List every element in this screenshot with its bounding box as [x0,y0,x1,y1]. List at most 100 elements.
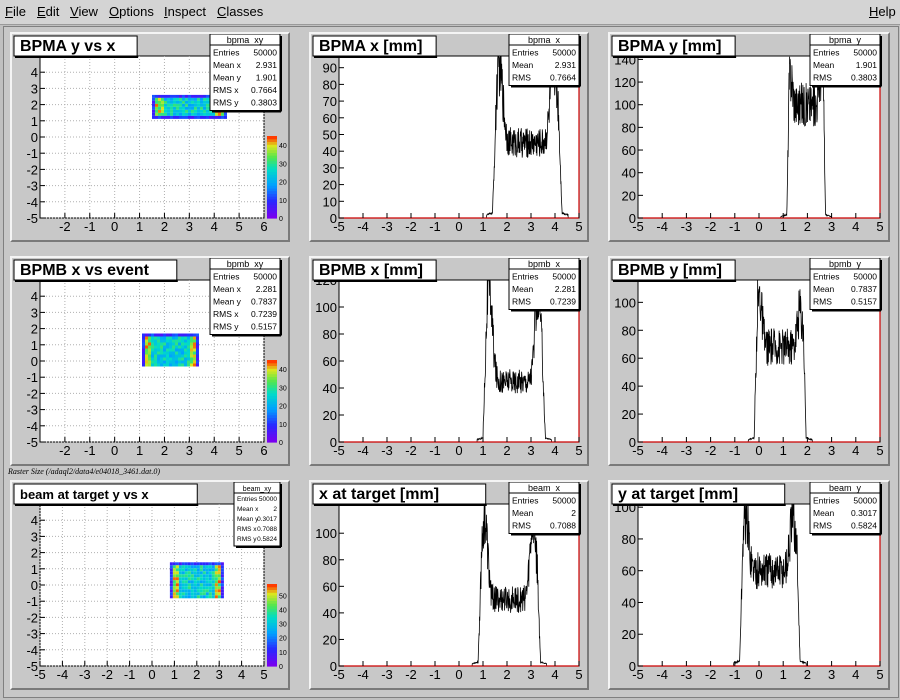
pad-beam-xy[interactable]: 0 10 20 30 40 50 -5 -4 -3 -2 -1 0 1 2 3 4 5 4 3 2 1 0 -1 -2 -3 -4… [10,480,290,690]
chart-title: BPMB y [mm] [618,262,722,279]
plot-bpma-x[interactable]: -5 -4 -3 -2 -1 0 1 2 3 4 50102030405060708090BPMA … [311,34,587,240]
pad-bpmb-x[interactable]: -5-4-3-2-1012345020406080100120BPMB x [m… [309,256,589,466]
heat-cell [181,348,184,352]
heat-cell [187,345,190,349]
heat-cell [196,333,199,337]
stats-key: Mean [512,60,534,70]
stats-key: Mean x [213,60,242,70]
y-tick-label: 60 [622,351,636,366]
heat-cell [193,577,197,581]
colorbar-segment [267,201,277,205]
heat-cell [184,339,187,343]
heat-cell [220,577,224,581]
colorbar-tick-label: 20 [279,404,287,411]
y-tick-label: -4 [26,643,38,658]
colorbar-segment [267,420,277,424]
heat-cell [187,562,191,566]
chart-title: BPMB x [mm] [319,262,423,279]
y-tick-label: 4 [31,513,38,528]
menu-classes[interactable]: Classes [217,4,264,19]
heat-cell [184,577,188,581]
x-tick-label: 5 [575,443,582,458]
heat-cell [169,580,173,584]
stats-title: beam_x [528,483,561,493]
heat-cell [205,568,209,572]
heat-cell [160,348,163,352]
heat-cell [182,109,185,113]
heat-cell [208,574,212,578]
heat-cell [163,336,166,340]
colorbar-segment [267,141,277,145]
pad-beam-y[interactable]: -5 -4 -3 -2 -1 0 1 2 3 4 5 0 20 40 60 80 100 y at target … [608,480,890,690]
heat-cell [181,565,185,569]
heat-cell [158,94,161,98]
heat-cell [154,351,157,355]
menu-inspect[interactable]: Inspect [164,4,206,19]
colorbar-segment [267,414,277,418]
heat-cell [191,112,194,116]
stats-value: 0.7664 [251,85,277,95]
y-tick-label: -1 [26,370,38,385]
x-tick-label: -4 [357,219,369,234]
heat-cell [157,333,160,337]
colorbar-segment [267,641,277,645]
x-tick-label: -3 [381,219,393,234]
heat-cell [203,106,206,110]
heat-cell [164,112,167,116]
heat-cell [158,106,161,110]
stats-key: RMS y [237,536,257,543]
pad-beam-x[interactable]: -5 -4 -3 -2 -1 0 1 2 3 4 5 0 20 40 60 80 100 x at target … [309,480,589,690]
heat-cell [208,589,212,593]
colorbar-segment [267,376,277,380]
x-tick-label: 4 [852,443,859,458]
colorbar-segment [267,398,277,402]
x-tick-label: 3 [828,667,835,682]
heat-cell [175,571,179,575]
pad-bpma-y[interactable]: -5 -4 -3 -2 -1 0 1 2 3 4 5 0 20 40 60 80 100 120 140 BPMA y… [608,32,890,242]
colorbar-segment [267,138,277,142]
x-tick-label: 5 [876,443,883,458]
colorbar-tick-label: 10 [279,650,287,657]
menu-view[interactable]: View [70,4,98,19]
pad-bpmb-xy[interactable]: 0 10 20 30 40 -2 -1 0 1 2 3 4 5 6 4 3 2 1 0 -1 -2 -3 -4 -5 BPMB … [10,256,290,466]
heat-cell [164,106,167,110]
pad-bpma-xy[interactable]: 0 10 20 30 40 -2 -1 0 1 2 3 4 5 6 4 3 2 1 0 -1 -2 -3 -4 -5 BPMA … [10,32,290,242]
stats-value: 0.5824 [257,536,277,543]
y-tick-label: 80 [323,327,337,342]
colorbar-segment [267,171,277,175]
colorbar-segment [267,439,277,443]
colorbar-segment [267,365,277,369]
x-tick-label: -5 [333,219,345,234]
x-tick-label: 2 [804,667,811,682]
plot-beam-x[interactable]: -5 -4 -3 -2 -1 0 1 2 3 4 5 0 20 40 60 80 100 x at target … [311,482,587,688]
menu-help[interactable]: Help [869,4,896,19]
x-tick-label: 4 [211,219,218,234]
heat-cell [196,345,199,349]
heat-cell [181,562,185,566]
menu-options[interactable]: Options [109,4,154,19]
heat-cell [172,345,175,349]
menu-file[interactable]: File [5,4,26,19]
stats-key: RMS [512,297,531,307]
menu-edit[interactable]: Edit [37,4,60,19]
x-tick-label: 3 [216,667,223,682]
heat-cell [196,595,200,599]
heat-cell [211,568,215,572]
heat-cell [196,586,200,590]
stats-value: 0.7239 [550,297,576,307]
y-tick-label: -2 [26,162,38,177]
heat-cell [224,115,227,119]
heat-cell [196,580,200,584]
plot-bpmb-y[interactable]: -5 -4 -3 -2 -1 0 1 2 3 4 5 0 20 40 60 80 100 BPMB y [mm] b… [610,258,888,464]
pad-bpma-x[interactable]: -5 -4 -3 -2 -1 0 1 2 3 4 5 0 10 20 30 40 50 60 70 80 90 BPMA … [309,32,589,242]
plot-bpmb-x[interactable]: -5-4-3-2-1012345020406080100120BPMB x [m… [311,258,587,464]
stats-key: RMS x [213,309,239,319]
heat-cell [185,115,188,119]
pad-bpmb-y[interactable]: -5 -4 -3 -2 -1 0 1 2 3 4 5 0 20 40 60 80 100 BPMB y [mm] b… [608,256,890,466]
heat-cell [157,357,160,361]
